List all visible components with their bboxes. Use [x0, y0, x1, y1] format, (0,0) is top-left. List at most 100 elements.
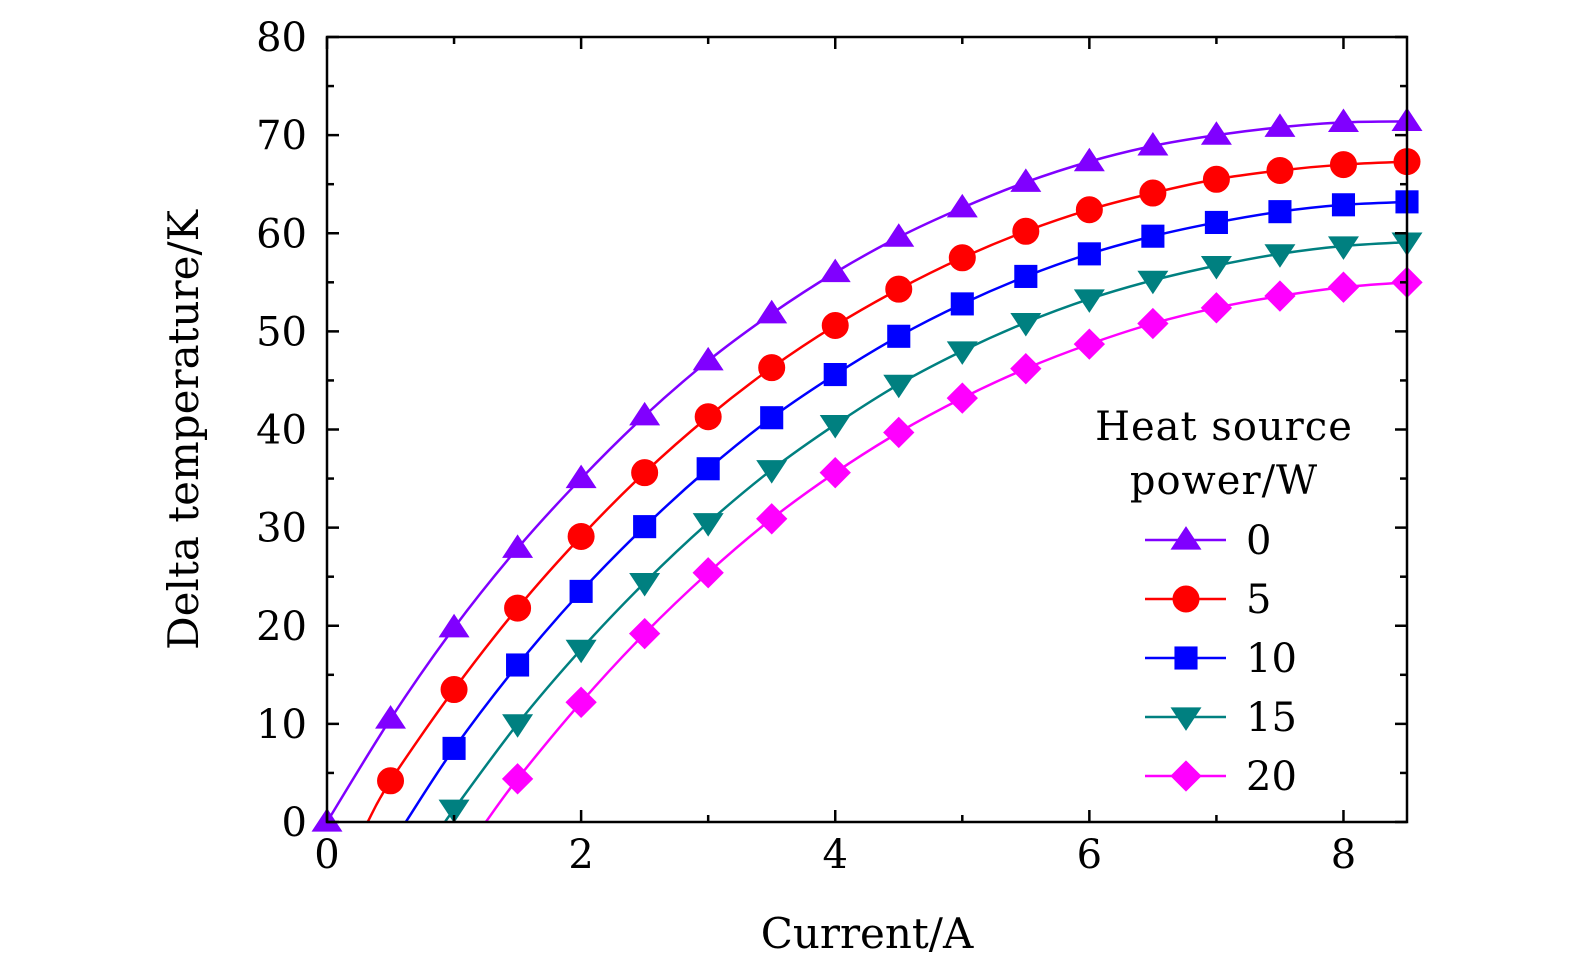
legend: Heat source power/W 0 5 10 15 20 [1095, 404, 1353, 800]
data-point-0 [1327, 108, 1359, 132]
data-point-0 [438, 613, 470, 638]
data-point-15 [883, 374, 915, 399]
data-point-20 [1137, 307, 1169, 340]
data-point-5 [1329, 151, 1357, 179]
y-tick-label: 70 [256, 113, 307, 159]
data-point-15 [502, 714, 534, 738]
data-point-10 [633, 515, 657, 539]
legend-label-5: 5 [1246, 577, 1271, 623]
data-point-5 [504, 594, 532, 622]
legend-label-10: 10 [1246, 636, 1297, 682]
data-point-20 [628, 617, 661, 650]
data-point-10 [442, 736, 466, 760]
data-point-15 [438, 799, 470, 824]
legend-marker-5 [1172, 585, 1200, 613]
data-point-10 [569, 579, 593, 603]
data-point-20 [756, 503, 788, 535]
y-tick-label: 10 [256, 702, 307, 748]
data-point-15 [1264, 244, 1296, 268]
data-point-0 [1073, 147, 1105, 172]
data-point-15 [1200, 256, 1232, 280]
data-point-0 [692, 346, 724, 371]
data-point-10 [887, 324, 911, 348]
data-point-20 [1264, 280, 1296, 312]
legend-title-line1: Heat source [1095, 404, 1353, 450]
data-point-20 [692, 557, 724, 589]
data-point-0 [946, 193, 978, 218]
data-point-5 [567, 522, 595, 550]
data-point-20 [883, 416, 915, 449]
data-point-15 [1073, 289, 1105, 313]
x-tick-label: 4 [823, 832, 848, 878]
data-point-10 [696, 457, 720, 481]
series-markers [311, 107, 1423, 832]
data-point-20 [501, 763, 534, 795]
data-point-15 [1327, 236, 1359, 260]
data-point-10 [1014, 264, 1038, 288]
data-point-10 [950, 292, 974, 316]
legend-title-line2: power/W [1130, 458, 1318, 504]
legend-marker-10 [1174, 646, 1198, 670]
y-tick-label: 40 [256, 408, 307, 454]
data-point-15 [756, 460, 788, 484]
data-point-10 [1331, 193, 1356, 217]
data-point-20 [1200, 292, 1233, 324]
data-point-5 [821, 311, 849, 339]
data-point-5 [948, 244, 976, 272]
y-tick-label: 0 [282, 800, 307, 846]
data-point-0 [1264, 113, 1296, 137]
data-point-10 [1204, 210, 1228, 235]
data-point-20 [946, 382, 978, 414]
x-tick-label: 0 [314, 832, 339, 878]
data-point-10 [1268, 200, 1292, 224]
data-point-5 [1202, 165, 1230, 193]
legend-label-20: 20 [1246, 754, 1297, 800]
data-point-0 [819, 258, 851, 283]
series-line-20 [484, 281, 1407, 822]
data-point-5 [631, 459, 659, 487]
data-point-0 [375, 705, 407, 729]
axis-ticks [325, 35, 1407, 824]
data-point-15 [692, 513, 724, 537]
x-axis-title: Current/A [761, 909, 974, 958]
legend-marker-20 [1170, 760, 1202, 792]
data-point-0 [502, 534, 534, 558]
data-point-20 [1073, 328, 1106, 360]
data-point-10 [1141, 224, 1165, 248]
data-point-5 [1075, 196, 1103, 224]
y-tick-label: 80 [256, 15, 307, 61]
y-tick-label: 20 [256, 604, 307, 650]
data-point-20 [565, 686, 597, 718]
data-point-0 [565, 464, 597, 489]
data-point-0 [1137, 132, 1169, 156]
data-point-15 [565, 639, 597, 664]
data-point-15 [1137, 270, 1169, 295]
data-point-5 [1139, 179, 1167, 207]
data-point-0 [629, 401, 661, 426]
data-point-0 [883, 223, 915, 247]
data-point-5 [694, 403, 722, 431]
legend-marker-0 [1170, 526, 1202, 550]
data-point-15 [1010, 312, 1042, 337]
data-point-10 [760, 406, 784, 430]
data-point-5 [377, 767, 405, 795]
x-tick-label: 6 [1077, 832, 1102, 878]
data-point-15 [819, 414, 851, 439]
data-point-5 [440, 676, 468, 704]
data-point-20 [1010, 353, 1042, 385]
x-tick-label: 8 [1331, 832, 1356, 878]
data-point-10 [823, 363, 847, 387]
y-tick-label: 30 [256, 506, 307, 552]
data-point-20 [819, 457, 851, 489]
data-point-0 [1010, 168, 1042, 192]
data-point-15 [946, 341, 978, 365]
legend-marker-15 [1170, 707, 1202, 731]
y-axis-title: Delta temperature/K [159, 208, 208, 650]
data-point-5 [1012, 217, 1040, 245]
data-point-0 [756, 299, 788, 324]
data-point-5 [758, 354, 786, 382]
data-point-5 [885, 275, 913, 303]
legend-label-15: 15 [1246, 695, 1297, 741]
